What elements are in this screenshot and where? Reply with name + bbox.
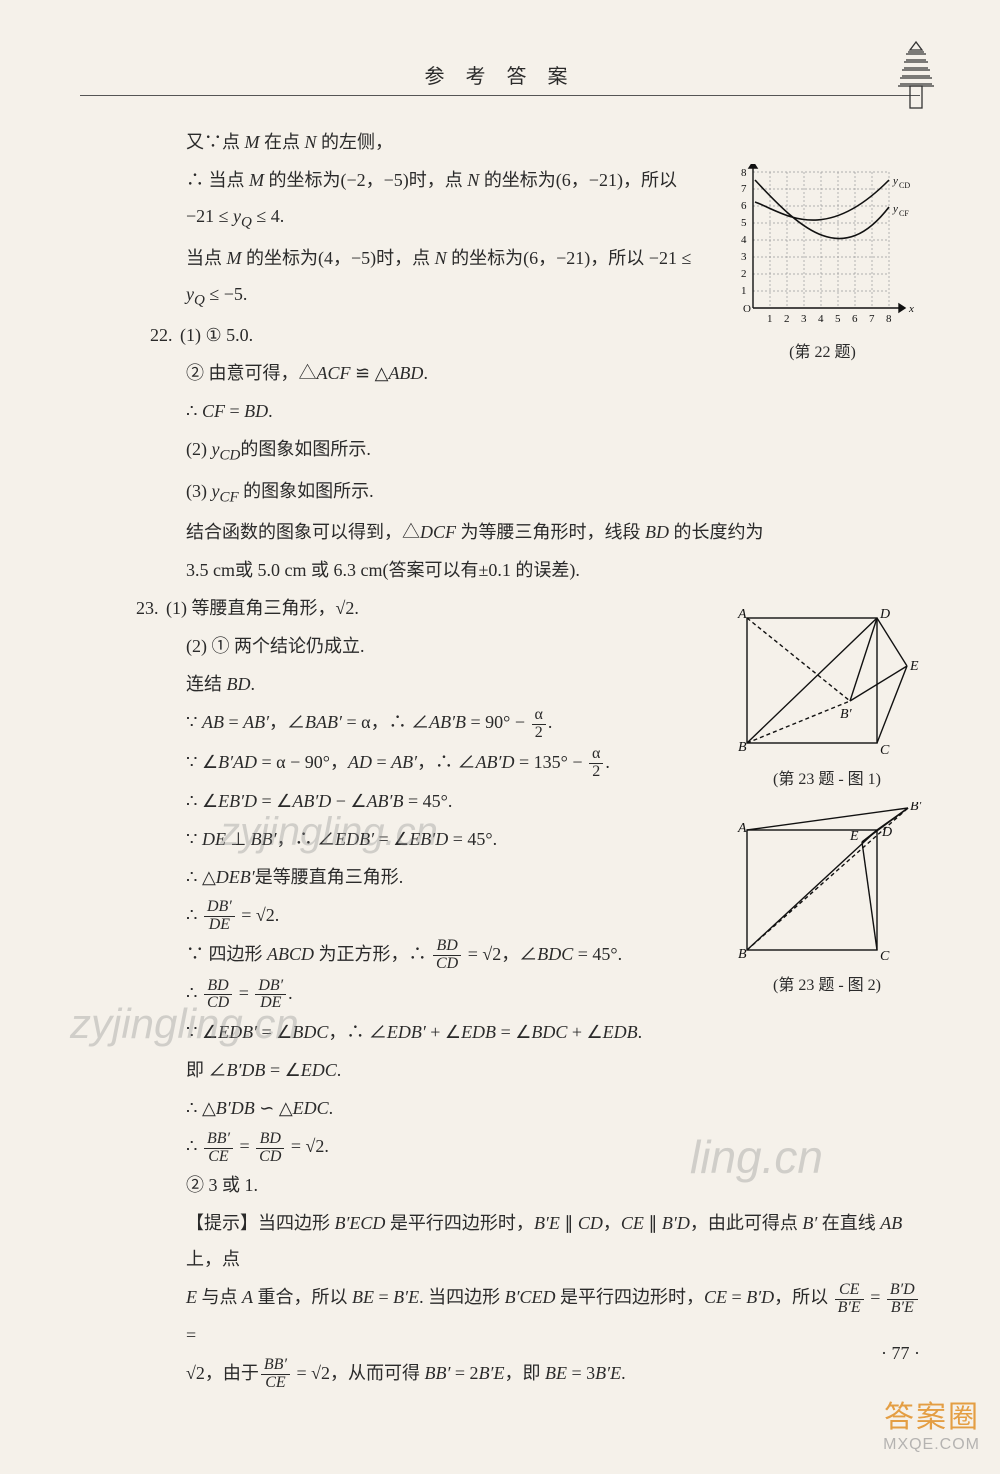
svg-text:1: 1 — [741, 285, 747, 297]
svg-text:B′: B′ — [910, 802, 922, 814]
svg-text:6: 6 — [741, 200, 747, 212]
svg-text:y: y — [892, 203, 898, 215]
svg-text:O: O — [743, 303, 751, 315]
text-line: (2) yCD的图象如图所示. — [80, 431, 920, 471]
figure-23-2: A D B C B′ E (第 23 题 - 图 2) — [732, 802, 922, 995]
svg-text:8: 8 — [886, 313, 892, 325]
svg-text:C: C — [880, 949, 890, 962]
svg-text:E: E — [909, 659, 919, 674]
page-number: · 77 · — [881, 1343, 920, 1364]
corner-en: MXQE.COM — [883, 1436, 980, 1454]
svg-text:x: x — [908, 303, 914, 315]
figure-23-1-caption: (第 23 题 - 图 1) — [732, 765, 922, 789]
svg-text:B: B — [738, 947, 747, 962]
svg-text:6: 6 — [852, 313, 858, 325]
svg-text:7: 7 — [869, 313, 875, 325]
corner-watermark: 答案圈 MXQE.COM — [883, 1392, 980, 1454]
text-line: 又∵点 M 在点 N 的左侧， — [80, 124, 920, 160]
svg-text:4: 4 — [741, 234, 747, 246]
svg-text:B′: B′ — [840, 707, 853, 722]
svg-text:D: D — [881, 825, 892, 840]
text-line: ∵ ∠EDB′ = ∠BDC，∴ ∠EDB′ + ∠EDB = ∠BDC + ∠… — [80, 1014, 920, 1050]
text-line: 结合函数的图象可以得到，△DCF 为等腰三角形时，线段 BD 的长度约为 — [80, 514, 920, 550]
svg-text:A: A — [737, 607, 747, 622]
svg-text:CD: CD — [899, 181, 910, 190]
svg-text:1: 1 — [767, 313, 773, 325]
pagoda-decoration — [892, 40, 940, 112]
figure-22-caption: (第 22 题) — [725, 338, 920, 362]
figure-23-2-svg: A D B C B′ E — [732, 802, 922, 962]
figure-22: O x y 12345678 12345678 yCD yCF (第 22 题) — [725, 164, 920, 362]
corner-cn: 答案圈 — [883, 1392, 980, 1436]
text-line: ∴ △B′DB ∽ △EDC. — [80, 1090, 920, 1126]
text-line: 即 ∠B′DB = ∠EDC. — [80, 1052, 920, 1088]
svg-text:y: y — [892, 175, 898, 187]
svg-text:5: 5 — [835, 313, 841, 325]
svg-text:CF: CF — [899, 209, 909, 218]
text-line: ② 3 或 1. — [80, 1167, 920, 1203]
svg-text:4: 4 — [818, 313, 824, 325]
figure-23-2-caption: (第 23 题 - 图 2) — [732, 971, 922, 995]
figure-22-svg: O x y 12345678 12345678 yCD yCF — [725, 164, 920, 329]
svg-text:B: B — [738, 740, 747, 755]
text-line: ∴ CF = BD. — [80, 393, 920, 429]
svg-text:3: 3 — [741, 251, 747, 263]
text-line: (3) yCF 的图象如图所示. — [80, 473, 920, 513]
svg-text:D: D — [879, 607, 890, 622]
figure-23-1-svg: A D B C E B′ — [732, 606, 922, 756]
svg-text:7: 7 — [741, 183, 747, 195]
text-line: √2，由于BB′CE = √2，从而可得 BB′ = 2B′E，即 BE = 3… — [80, 1355, 920, 1392]
page-header-title: 参 考 答 案 — [80, 60, 920, 89]
header-rule — [80, 95, 920, 96]
svg-text:C: C — [880, 743, 890, 756]
svg-text:2: 2 — [741, 268, 747, 280]
svg-text:3: 3 — [801, 313, 807, 325]
page: 参 考 答 案 — [0, 0, 1000, 1474]
text-line: 3.5 cm或 5.0 cm 或 6.3 cm(答案可以有±0.1 的误差). — [80, 552, 920, 588]
svg-text:E: E — [849, 829, 859, 844]
text-line: 【提示】当四边形 B′ECD 是平行四边形时，B′E ∥ CD，CE ∥ B′D… — [80, 1205, 920, 1277]
svg-text:8: 8 — [741, 167, 747, 179]
svg-text:5: 5 — [741, 217, 747, 229]
svg-text:2: 2 — [784, 313, 790, 325]
text-line: ∴ BB′CE = BDCD = √2. — [80, 1128, 920, 1165]
svg-text:A: A — [737, 821, 747, 836]
text-line: E 与点 A 重合，所以 BE = B′E. 当四边形 B′CED 是平行四边形… — [80, 1279, 920, 1352]
figure-23-1: A D B C E B′ (第 23 题 - 图 1) — [732, 606, 922, 789]
